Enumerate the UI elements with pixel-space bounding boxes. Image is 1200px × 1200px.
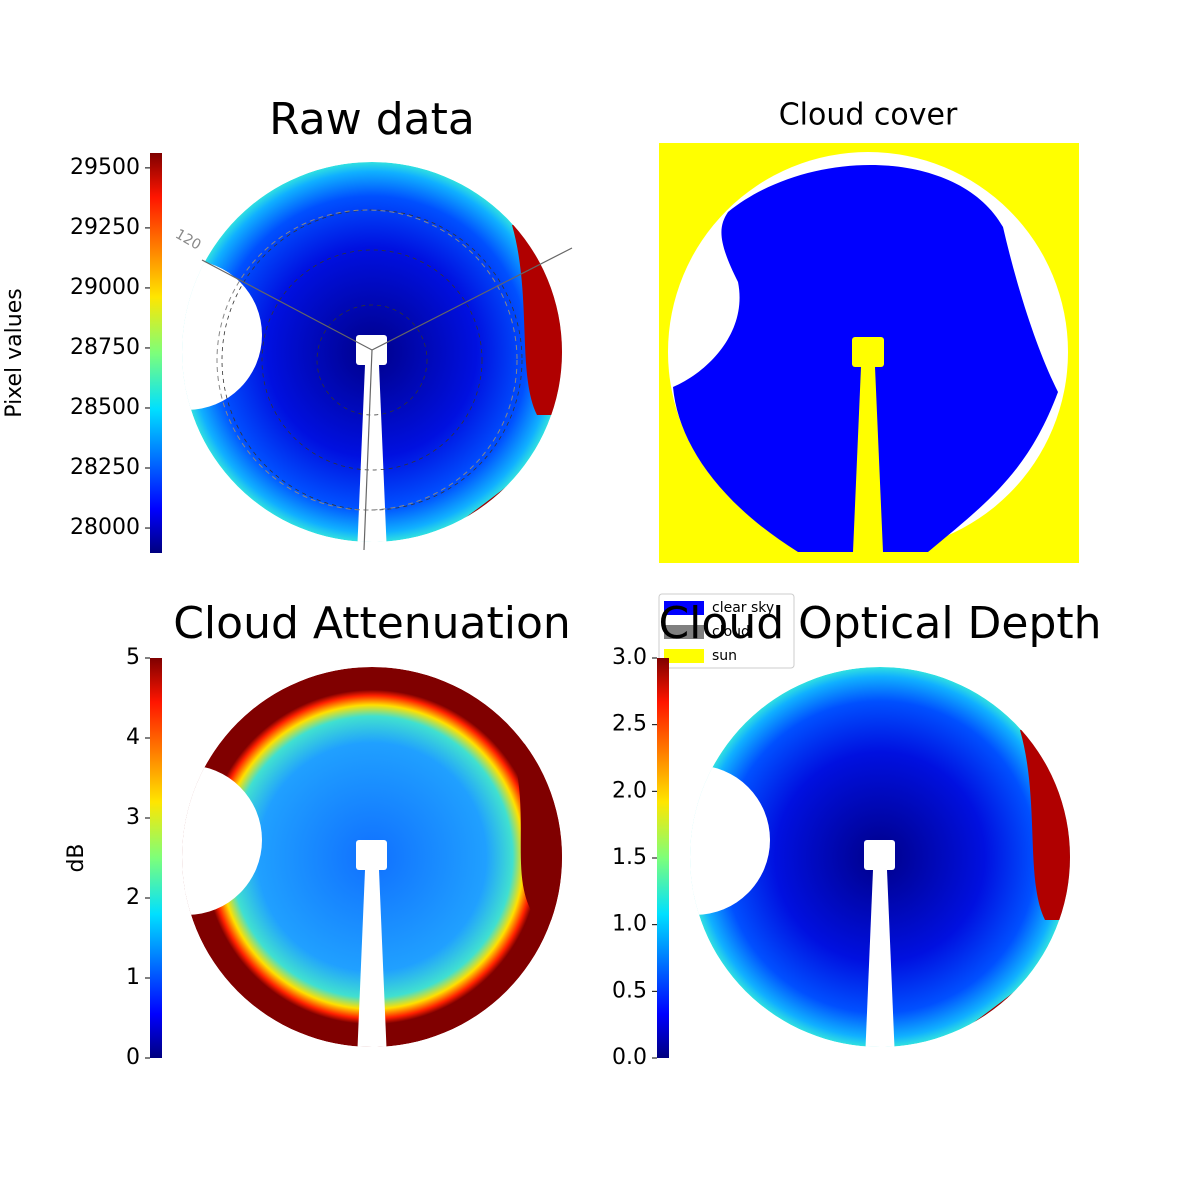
mast	[853, 367, 883, 552]
legend-swatch	[664, 649, 704, 663]
legend-swatch	[664, 601, 704, 615]
legend-label: clear sky	[712, 600, 774, 616]
sky-image	[182, 162, 562, 542]
mask-bottom	[182, 540, 357, 542]
mask-bite	[182, 260, 262, 410]
mask-bottom	[182, 1045, 357, 1047]
colorbar-tick-label: 3	[126, 805, 140, 830]
mast-head	[864, 840, 895, 870]
mask-bite	[690, 765, 770, 915]
polar-grid	[316, 304, 428, 416]
colorbar-label: dB	[64, 843, 89, 872]
sky-image	[182, 667, 562, 1047]
mask-corner	[690, 890, 695, 920]
panel-title: Raw data	[269, 94, 475, 145]
colorbar-tick-label: 28750	[70, 335, 140, 360]
colorbar-tick-label: 5	[126, 645, 140, 670]
polar-grid	[261, 249, 483, 471]
polar-axis	[201, 247, 573, 551]
colorbar-tick-label: 28500	[70, 395, 140, 420]
colorbar	[657, 658, 669, 1058]
mask-corner	[182, 385, 187, 415]
colorbar-tick-label: 4	[126, 725, 140, 750]
colorbar-tick-label: 3.0	[612, 645, 647, 670]
mast-head	[852, 337, 884, 367]
panel-title: Cloud Optical Depth	[658, 598, 1101, 649]
colorbar-tick-label: 29000	[70, 275, 140, 300]
colorbar-label: Pixel values	[2, 288, 27, 417]
colorbar	[150, 153, 162, 553]
mast	[357, 365, 387, 542]
colorbar-tick-label: 29500	[70, 155, 140, 180]
colorbar-tick-label: 2.5	[612, 712, 647, 737]
angle-annotation: 120	[172, 226, 203, 253]
panel-title: Cloud Attenuation	[173, 598, 571, 649]
mast	[357, 870, 387, 1047]
colorbar-tick-label: 2.0	[612, 778, 647, 803]
colorbar-tick-label: 0	[126, 1045, 140, 1070]
legend-label: cloud	[712, 624, 750, 640]
mast-head	[356, 840, 387, 870]
panel-title: Cloud cover	[779, 98, 958, 133]
colorbar-tick-label: 28000	[70, 515, 140, 540]
colorbar-tick-label: 2	[126, 885, 140, 910]
colorbar-tick-label: 28250	[70, 455, 140, 480]
colorbar-tick-label: 29250	[70, 215, 140, 240]
colorbar-tick-label: 1	[126, 965, 140, 990]
colorbar-tick-label: 0.5	[612, 978, 647, 1003]
mast	[865, 870, 895, 1047]
mask-corner	[182, 890, 187, 920]
colorbar-tick-label: 1.0	[612, 912, 647, 937]
colorbar	[150, 658, 162, 1058]
colorbar-tick-label: 0.0	[612, 1045, 647, 1070]
sky-image	[690, 667, 1070, 1047]
colorbar-tick-label: 1.5	[612, 845, 647, 870]
mask-bottom	[690, 1045, 865, 1047]
legend-swatch	[664, 625, 704, 639]
mask-bite	[182, 765, 262, 915]
polar-grid	[216, 209, 518, 511]
legend-label: sun	[712, 648, 737, 664]
